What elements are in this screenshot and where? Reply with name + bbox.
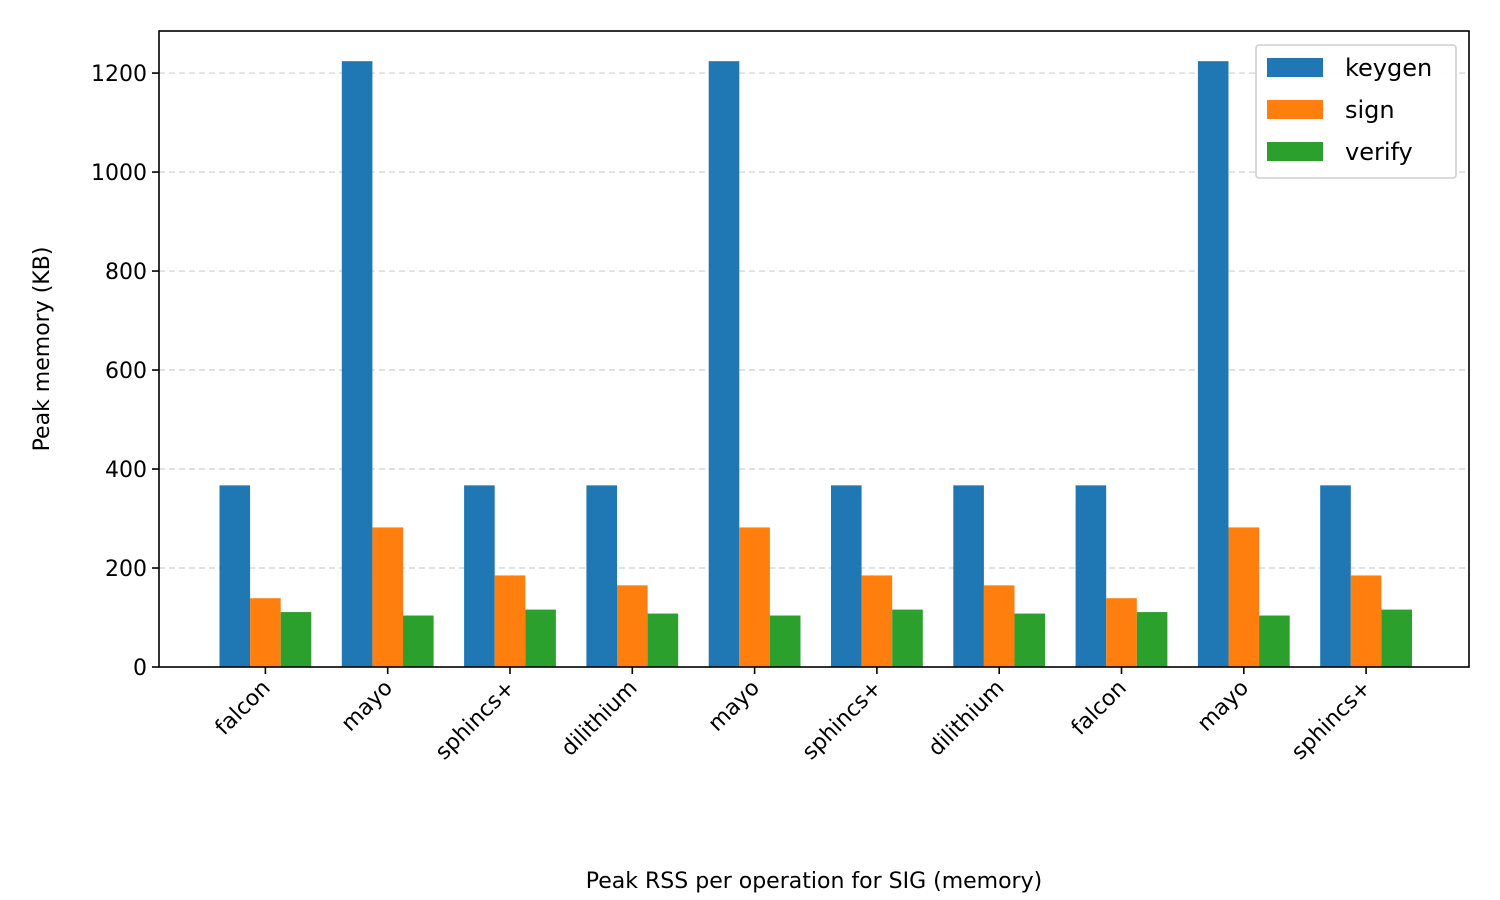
y-tick-label: 1000	[91, 161, 147, 186]
bar-sign	[1228, 527, 1260, 667]
x-tick-label: sphincs+	[431, 676, 520, 765]
y-tick-label: 400	[105, 458, 147, 483]
bar-keygen	[1197, 61, 1229, 667]
bar-verify	[280, 612, 312, 667]
bar-keygen	[708, 61, 740, 667]
bar-keygen	[1075, 485, 1107, 667]
x-axis: falcon mayo sphincs+ dilithium mayo sphincs+ d…	[211, 667, 1376, 765]
y-tick-label: 800	[105, 260, 147, 285]
x-axis-label: Peak RSS per operation for SIG (memory)	[586, 869, 1042, 894]
bar-sign	[1106, 598, 1137, 667]
bar-keygen	[586, 485, 617, 667]
bar-sign	[494, 575, 526, 667]
bar-verify	[647, 613, 679, 667]
x-tick-label: dilithium	[557, 676, 643, 762]
y-tick-label: 1200	[91, 62, 147, 87]
bar-keygen	[464, 485, 495, 667]
bar-verify	[1014, 613, 1046, 667]
bar-sign	[1350, 575, 1382, 667]
x-tick-label: mayo	[337, 676, 398, 737]
bar-verify	[525, 609, 556, 667]
x-tick-label: falcon	[211, 676, 276, 741]
bar-verify	[769, 615, 801, 667]
bar-sign	[617, 585, 648, 667]
bar-verify	[403, 615, 434, 667]
x-tick-label: sphincs+	[1287, 676, 1376, 765]
x-tick-label: dilithium	[924, 676, 1010, 762]
y-tick-label: 600	[105, 359, 147, 384]
y-tick-label: 200	[105, 557, 147, 582]
y-tick-label: 0	[133, 656, 147, 681]
legend-swatch-verify	[1267, 142, 1323, 161]
bar-keygen	[831, 485, 862, 667]
bars	[219, 61, 1412, 667]
bar-sign	[739, 527, 770, 667]
x-tick-label: sphincs+	[798, 676, 887, 765]
bar-keygen	[341, 61, 373, 667]
bar-keygen	[953, 485, 984, 667]
bar-sign	[983, 585, 1015, 667]
legend-label-sign: sign	[1345, 96, 1395, 124]
x-tick-label: falcon	[1067, 676, 1132, 741]
y-axis: 0 200 400 600 800 1000 1200	[91, 62, 159, 681]
x-tick-label: mayo	[704, 676, 765, 737]
x-tick-label: mayo	[1193, 676, 1254, 737]
bar-verify	[1136, 612, 1168, 667]
bar-keygen	[1320, 485, 1351, 667]
legend-swatch-sign	[1267, 100, 1323, 119]
bar-sign	[861, 575, 893, 667]
bar-verify	[892, 609, 923, 667]
bar-sign	[372, 527, 403, 667]
legend: keygen sign verify	[1255, 44, 1457, 179]
bar-verify	[1381, 609, 1412, 667]
y-axis-label: Peak memory (KB)	[30, 247, 55, 452]
legend-swatch-keygen	[1267, 58, 1323, 77]
plot-frame	[158, 30, 1470, 668]
bar-keygen	[219, 485, 251, 667]
bar-sign	[250, 598, 281, 667]
legend-label-keygen: keygen	[1345, 54, 1432, 82]
legend-label-verify: verify	[1345, 138, 1413, 166]
bar-verify	[1259, 615, 1290, 667]
